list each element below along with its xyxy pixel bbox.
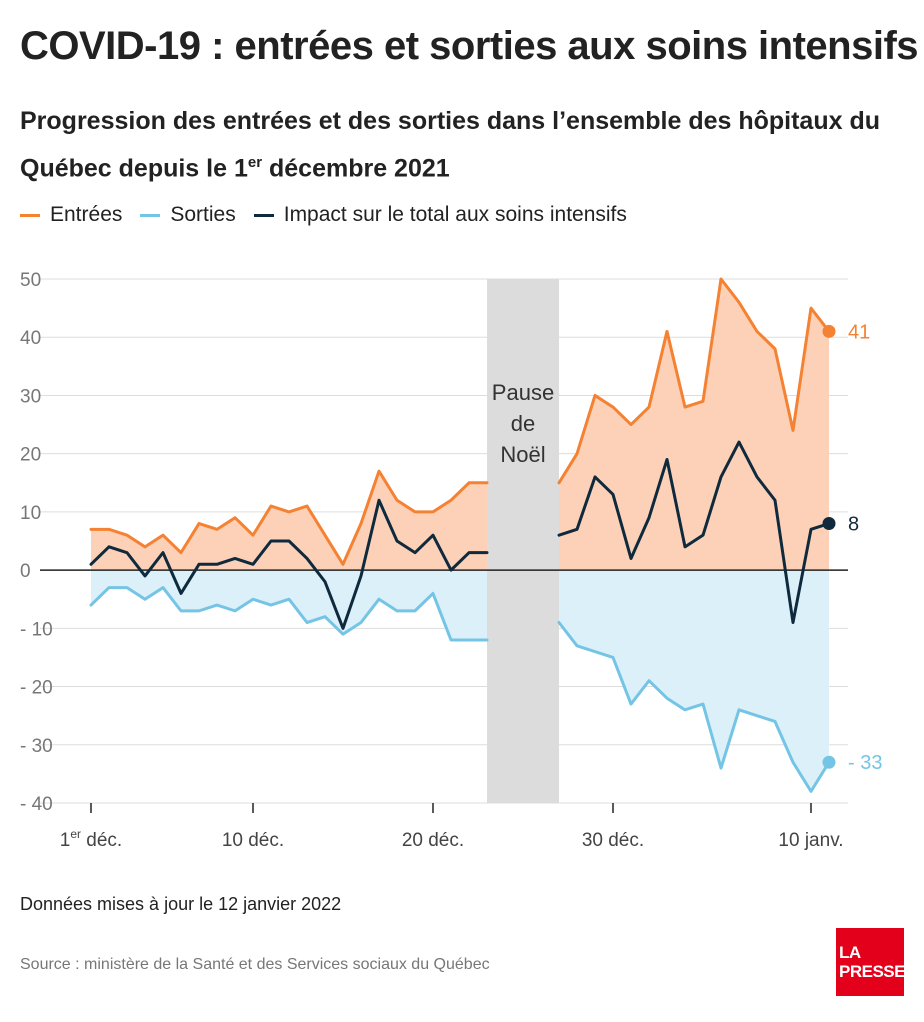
- line-impact-1: [557, 440, 831, 625]
- legend-item-entrees: Entrées: [20, 203, 122, 227]
- x-tick-label-3: 30 déc.: [582, 830, 644, 851]
- y-tick-label-2: 30: [20, 386, 41, 407]
- y-tick-label-4: 10: [20, 503, 41, 524]
- area-sorties-0: [91, 570, 487, 640]
- chart-title: COVID-19 : entrées et sorties aux soins …: [20, 24, 919, 68]
- pause-band: [487, 279, 559, 803]
- legend: Entrées Sorties Impact sur le total aux …: [20, 203, 645, 227]
- line-sorties-0: [89, 586, 489, 642]
- pause-label-3: Noël: [500, 442, 545, 467]
- x-tick-label-rest: déc.: [81, 830, 122, 851]
- y-tick-label-0: 50: [20, 270, 41, 291]
- area-entrees-1: [559, 279, 829, 571]
- end-label-impact: 8: [848, 514, 859, 536]
- end-marker-impact: [822, 517, 836, 531]
- subtitle-end: décembre 2021: [262, 154, 450, 183]
- chart-subtitle: Progression des entrées et des sorties d…: [20, 100, 880, 189]
- la-presse-logo: LA PRESSE: [836, 928, 905, 996]
- legend-swatch-sorties: [140, 213, 161, 217]
- legend-label-entrees: Entrées: [50, 203, 123, 226]
- line-impact-0: [89, 498, 489, 630]
- legend-label-sorties: Sorties: [170, 203, 236, 226]
- y-tick-label-3: 20: [20, 445, 41, 466]
- legend-item-sorties: Sorties: [140, 203, 236, 227]
- y-tick-label-6: - 10: [20, 619, 53, 640]
- area-entrees-0: [91, 471, 487, 571]
- line-entrees-0: [89, 469, 489, 566]
- legend-swatch-impact: [253, 213, 274, 217]
- subtitle-superscript: er: [247, 154, 263, 171]
- y-tick-label-7: - 20: [20, 678, 53, 699]
- legend-label-impact: Impact sur le total aux soins intensifs: [283, 203, 627, 226]
- legend-item-impact: Impact sur le total aux soins intensifs: [253, 203, 627, 227]
- x-tick-label-2: 20 déc.: [402, 830, 464, 851]
- end-marker-sorties: [822, 755, 836, 769]
- y-tick-label-5: 0: [20, 561, 31, 582]
- area-sorties-1: [559, 570, 829, 792]
- y-tick-label-1: 40: [20, 328, 41, 349]
- source-note: Source : ministère de la Santé et des Se…: [20, 956, 490, 973]
- line-entrees-1: [557, 277, 831, 485]
- x-tick-label-0: 1er déc.: [60, 827, 122, 851]
- end-marker-entrees: [822, 324, 836, 338]
- logo-line-1: LA: [839, 943, 861, 962]
- y-tick-label-8: - 30: [20, 736, 53, 757]
- end-label-entrees: 41: [848, 321, 870, 343]
- updated-note: Données mises à jour le 12 janvier 2022: [20, 894, 342, 914]
- y-tick-label-9: - 40: [20, 794, 53, 815]
- subtitle-main: Progression des entrées et des sorties d…: [20, 107, 880, 183]
- x-tick-label-sup: er: [70, 827, 81, 841]
- x-tick-label-1: 10 déc.: [222, 830, 284, 851]
- line-sorties-1: [557, 621, 831, 793]
- x-tick-label-4: 10 janv.: [778, 830, 843, 851]
- legend-swatch-entrees: [20, 213, 40, 217]
- logo-line-2: PRESSE: [839, 962, 905, 981]
- x-tick-label-prefix: 1: [60, 830, 71, 851]
- end-label-sorties: - 33: [848, 752, 882, 774]
- pause-label-1: Pause: [492, 380, 554, 405]
- pause-label-2: de: [511, 411, 535, 436]
